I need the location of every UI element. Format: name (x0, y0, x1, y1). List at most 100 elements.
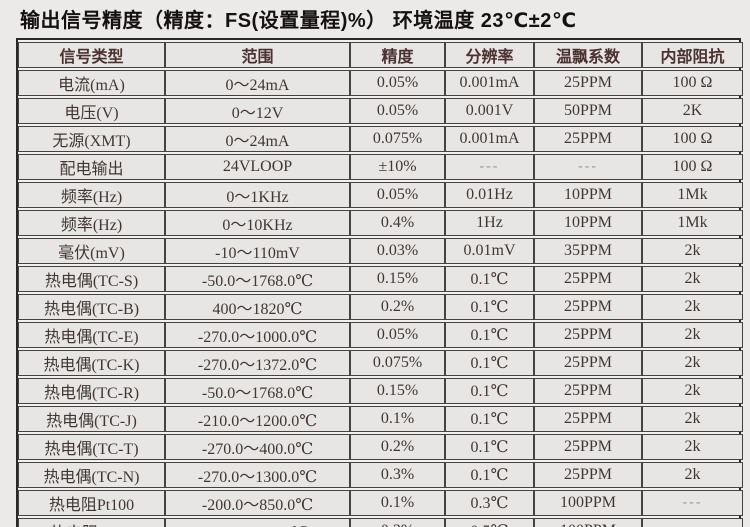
table-cell: 0.05% (350, 322, 445, 348)
table-cell: --- (534, 154, 642, 180)
table-cell: 25PPM (534, 462, 642, 488)
table-cell: 0.3% (350, 518, 445, 527)
header-resolution: 分辨率 (445, 42, 534, 68)
table-cell: 50PPM (534, 98, 642, 124)
table-cell: 0.3% (350, 462, 445, 488)
table-body: 电流(mA) 0～24mA 0.05% 0.001mA 25PPM 100 Ω 电压(V) 0… (18, 70, 743, 527)
table-cell: 频率(Hz) (18, 182, 165, 208)
table-row: 热电偶(TC-S) -50.0～1768.0℃ 0.15% 0.1℃ 25PPM 2k (18, 266, 743, 292)
table-cell: 热电阻Pt100 (18, 490, 165, 516)
table-row: 频率(Hz) 0～1KHz 0.05% 0.01Hz 10PPM 1Mk (18, 182, 743, 208)
table-cell: 25PPM (534, 434, 642, 460)
table-cell: 热电偶(TC-E) (18, 322, 165, 348)
table-cell: -50.0～150.0℃ (165, 518, 350, 527)
table-cell: 0.05% (350, 98, 445, 124)
table-cell: 热电偶(TC-R) (18, 378, 165, 404)
table-cell: -270.0～1300.0℃ (165, 462, 350, 488)
table-cell: 2k (642, 462, 743, 488)
header-range: 范围 (165, 42, 350, 68)
table-cell: 0.075% (350, 126, 445, 152)
table-cell: 24VLOOP (165, 154, 350, 180)
table-cell: -270.0～400.0℃ (165, 434, 350, 460)
table-cell: 热电偶(TC-J) (18, 406, 165, 432)
table-cell: 0.1% (350, 490, 445, 516)
table-cell: 25PPM (534, 406, 642, 432)
table-cell: -50.0～1768.0℃ (165, 378, 350, 404)
table-cell: 0.001V (445, 98, 534, 124)
table-cell: 热电偶(TC-B) (18, 294, 165, 320)
table-cell: -270.0～1000.0℃ (165, 322, 350, 348)
table-cell: ±10% (350, 154, 445, 180)
table-cell: 100PPM (534, 518, 642, 527)
table-cell: 0.01Hz (445, 182, 534, 208)
table-cell: 0.5℃ (445, 518, 534, 527)
table-cell: 0.01mV (445, 238, 534, 264)
table-row: 热电偶(TC-R) -50.0～1768.0℃ 0.15% 0.1℃ 25PPM 2k (18, 378, 743, 404)
table-cell: 电流(mA) (18, 70, 165, 96)
table-cell: 0.075% (350, 350, 445, 376)
table-cell: 0.1℃ (445, 322, 534, 348)
table-cell: 2k (642, 322, 743, 348)
table-cell: 0.1℃ (445, 266, 534, 292)
table-row: 电压(V) 0～12V 0.05% 0.001V 50PPM 2K (18, 98, 743, 124)
table-cell: 0.3℃ (445, 490, 534, 516)
table-cell: 400～1820℃ (165, 294, 350, 320)
table-cell: --- (642, 518, 743, 527)
table-cell: 0～24mA (165, 70, 350, 96)
table-cell: 2K (642, 98, 743, 124)
table-cell: 0～1KHz (165, 182, 350, 208)
table-cell: 0.1℃ (445, 350, 534, 376)
table-cell: --- (642, 490, 743, 516)
table-cell: 25PPM (534, 294, 642, 320)
table-cell: 0.1℃ (445, 378, 534, 404)
table-cell: 25PPM (534, 350, 642, 376)
table-cell: 电压(V) (18, 98, 165, 124)
table-cell: 25PPM (534, 266, 642, 292)
table-row: 电流(mA) 0～24mA 0.05% 0.001mA 25PPM 100 Ω (18, 70, 743, 96)
table-cell: 0～12V (165, 98, 350, 124)
table-cell: -10～110mV (165, 238, 350, 264)
table-cell: 0.1℃ (445, 462, 534, 488)
page-title: 输出信号精度（精度：FS(设置量程)%） 环境温度 23℃±2℃ (20, 10, 577, 32)
table-cell: 0.1℃ (445, 406, 534, 432)
table-row: 热电偶(TC-B) 400～1820℃ 0.2% 0.1℃ 25PPM 2k (18, 294, 743, 320)
table-cell: 2k (642, 238, 743, 264)
header-precision: 精度 (350, 42, 445, 68)
table-cell: 100PPM (534, 490, 642, 516)
table-cell: 1Hz (445, 210, 534, 236)
table-cell: 0.05% (350, 182, 445, 208)
table-cell: -50.0～1768.0℃ (165, 266, 350, 292)
table-cell: 0.1℃ (445, 294, 534, 320)
table-cell: 2k (642, 266, 743, 292)
table-cell: 0.2% (350, 434, 445, 460)
table-cell: 无源(XMT) (18, 126, 165, 152)
table-row: 无源(XMT) 0～24mA 0.075% 0.001mA 25PPM 100 Ω (18, 126, 743, 152)
table-cell: 35PPM (534, 238, 642, 264)
spec-table: 信号类型 范围 精度 分辨率 温飘系数 内部阻抗 电流(mA) 0～24mA 0.0… (18, 40, 743, 527)
table-cell: 2k (642, 378, 743, 404)
table-cell: 0.05% (350, 70, 445, 96)
table-cell: 100 Ω (642, 70, 743, 96)
header-internal-impedance: 内部阻抗 (642, 42, 743, 68)
table-cell: 2k (642, 350, 743, 376)
table-cell: 25PPM (534, 70, 642, 96)
table-cell: 热电阻Cu50 (18, 518, 165, 527)
table-cell: 频率(Hz) (18, 210, 165, 236)
table-header-row: 信号类型 范围 精度 分辨率 温飘系数 内部阻抗 (18, 42, 743, 68)
table-cell: 2k (642, 406, 743, 432)
table-cell: 1Mk (642, 210, 743, 236)
table-cell: 0～10KHz (165, 210, 350, 236)
table-cell: 配电输出 (18, 154, 165, 180)
table-cell: 毫伏(mV) (18, 238, 165, 264)
table-row: 毫伏(mV) -10～110mV 0.03% 0.01mV 35PPM 2k (18, 238, 743, 264)
table-cell: 2k (642, 294, 743, 320)
table-cell: 0.15% (350, 266, 445, 292)
table-cell: 100 Ω (642, 154, 743, 180)
table-cell: 0.2% (350, 294, 445, 320)
table-cell: 2k (642, 434, 743, 460)
table-cell: 0.15% (350, 378, 445, 404)
table-cell: 热电偶(TC-T) (18, 434, 165, 460)
table-cell: 1Mk (642, 182, 743, 208)
table-cell: 0～24mA (165, 126, 350, 152)
